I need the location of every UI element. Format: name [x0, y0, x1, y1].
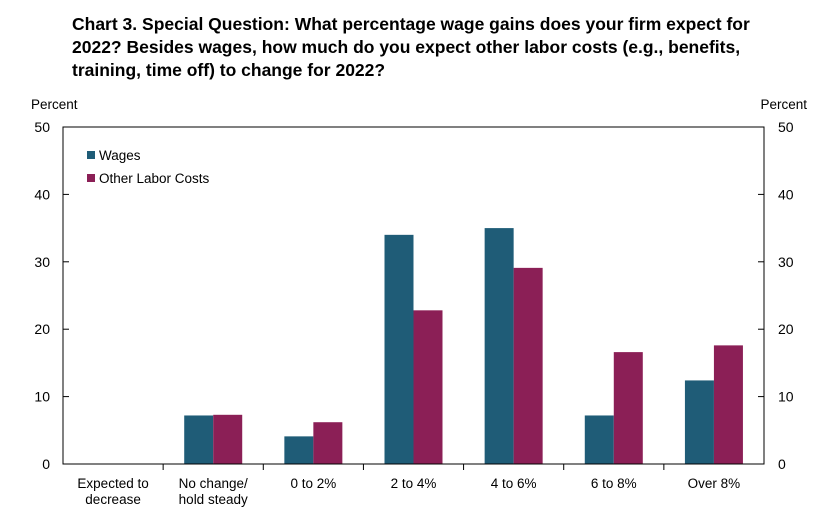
y-tick-label-left: 30: [34, 254, 50, 270]
y-tick-label-right: 20: [778, 321, 794, 337]
y-tick-label-left: 50: [34, 119, 50, 135]
y-tick-label-left: 0: [42, 456, 50, 472]
legend-swatch-other-labor-costs: [87, 174, 95, 182]
bar-other-labor-costs-2: [313, 422, 343, 464]
y-tick-label-left: 10: [34, 389, 50, 405]
bar-wages-1: [184, 415, 214, 464]
y-tick-label-right: 40: [778, 186, 794, 202]
bar-other-labor-costs-4: [513, 267, 543, 464]
bar-other-labor-costs-3: [413, 310, 443, 464]
legend-label: Other Labor Costs: [99, 171, 210, 186]
x-tick-label: Expected to: [77, 476, 148, 491]
x-tick-label: 6 to 8%: [591, 476, 637, 491]
x-tick-label: 0 to 2%: [290, 476, 336, 491]
bar-wages-4: [484, 228, 514, 464]
y-axis-label-left: Percent: [31, 97, 78, 112]
plot-frame: [62, 126, 765, 465]
bar-other-labor-costs-6: [713, 345, 743, 464]
bar-wages-6: [684, 380, 714, 464]
legend-swatch-wages: [87, 151, 95, 159]
x-tick-label: Over 8%: [688, 476, 741, 491]
ticks-layer: [63, 126, 764, 470]
x-tick-label: hold steady: [179, 492, 248, 507]
x-tick-label: No change/: [179, 476, 248, 491]
y-tick-label-right: 30: [778, 254, 794, 270]
bar-other-labor-costs-5: [613, 352, 643, 464]
y-tick-label-right: 0: [778, 456, 786, 472]
y-tick-label-left: 40: [34, 186, 50, 202]
legend: Wages Other Labor Costs: [87, 148, 210, 186]
y-axis-label-right: Percent: [760, 97, 807, 112]
bars-layer: [184, 228, 743, 464]
x-tick-label: decrease: [85, 492, 141, 507]
bar-wages-2: [284, 436, 314, 464]
bar-wages-3: [384, 234, 414, 464]
x-tick-label: 4 to 6%: [491, 476, 537, 491]
y-tick-label-left: 20: [34, 321, 50, 337]
labels-layer: 0 0 10 10 20 20 30 30 40 40 50 50 Expected todecreas…: [31, 97, 807, 507]
bar-other-labor-costs-1: [213, 414, 243, 464]
legend-label: Wages: [99, 148, 141, 163]
chart-title: Chart 3. Special Question: What percenta…: [72, 14, 750, 80]
bar-wages-5: [584, 415, 614, 464]
x-tick-label: 2 to 4%: [391, 476, 437, 491]
y-tick-label-right: 50: [778, 119, 794, 135]
y-tick-label-right: 10: [778, 389, 794, 405]
